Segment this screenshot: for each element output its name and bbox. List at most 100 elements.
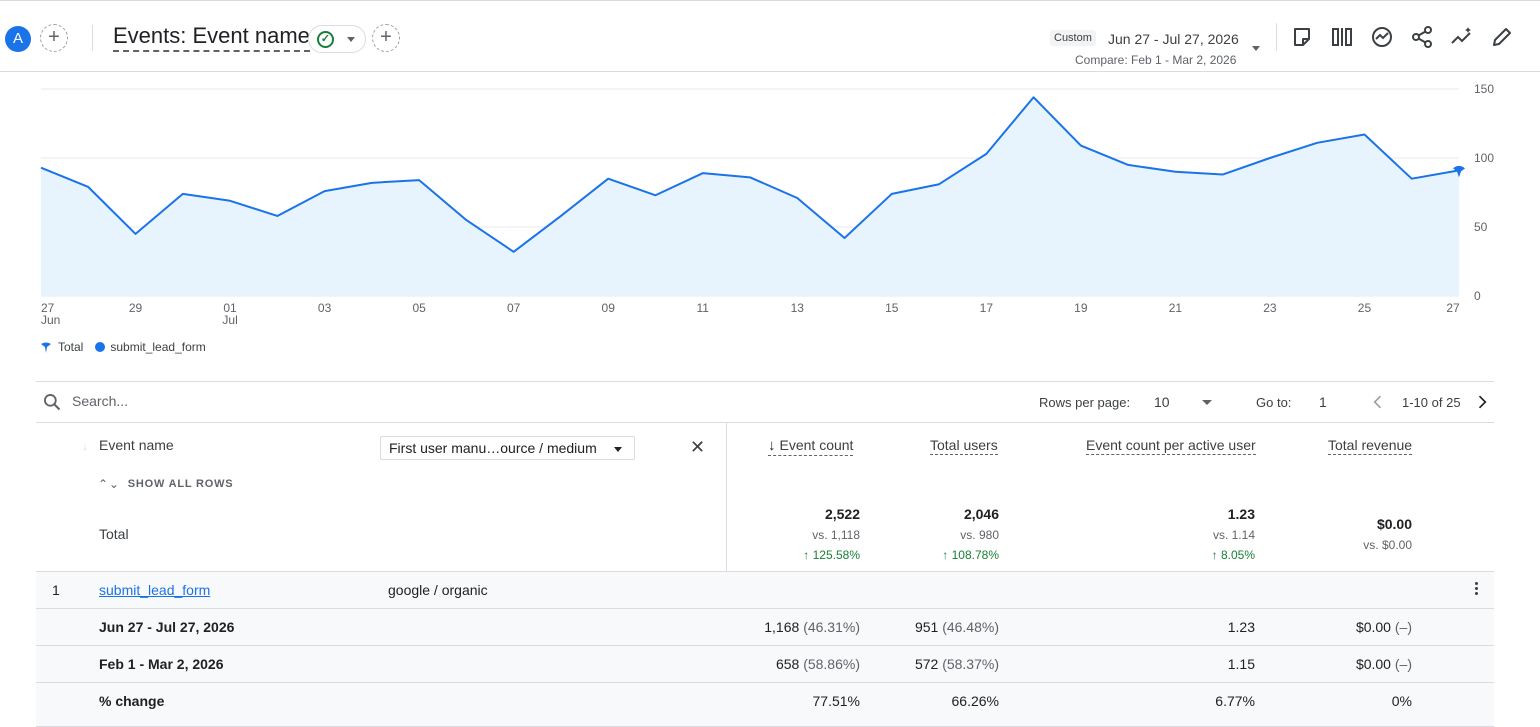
table-row: % change 77.51% 66.26% 6.77% 0% (36, 682, 1494, 727)
data-point (653, 193, 657, 197)
x-tick-sublabel: Jun (41, 313, 60, 327)
goto-label: Go to: (1256, 395, 1292, 410)
legend-series[interactable]: submit_lead_form (110, 340, 206, 354)
x-tick-label: 07 (507, 301, 521, 315)
total-users-change: ↑ 108.78% (942, 548, 999, 562)
row-index: 1 (52, 582, 60, 598)
trend-sparkle-icon[interactable] (1450, 25, 1474, 49)
share-icon[interactable] (1410, 25, 1434, 49)
page-range: 1-10 of 25 (1402, 395, 1461, 410)
chevron-right-icon[interactable] (1472, 392, 1492, 412)
pin-icon (41, 342, 51, 353)
value: $0.00 (1355, 656, 1391, 672)
chevron-left-icon[interactable] (1368, 392, 1388, 412)
table-row[interactable]: 1 submit_lead_form google / organic (36, 571, 1494, 608)
chevron-down-icon (614, 447, 622, 452)
table-row: Feb 1 - Mar 2, 2026 658 (58.86%) 572 (58… (36, 645, 1494, 682)
change-value: 8.05% (1220, 548, 1255, 562)
y-tick-label: 150 (1474, 82, 1494, 96)
search-input[interactable] (72, 393, 472, 409)
users-cell: 951 (46.48%) (915, 619, 999, 635)
header-events-per-user[interactable]: Event count per active user (1086, 437, 1256, 455)
event-link[interactable]: submit_lead_form (99, 582, 211, 598)
x-tick-label: 25 (1358, 301, 1372, 315)
more-vert-icon[interactable] (1472, 581, 1480, 599)
pct: (58.86%) (803, 656, 860, 672)
value: 658 (775, 656, 800, 672)
x-tick-label: 19 (1074, 301, 1088, 315)
edit-pencil-icon[interactable] (1490, 25, 1514, 49)
data-quality-status-button[interactable]: ✓ (308, 25, 366, 53)
close-icon[interactable]: ✕ (690, 437, 706, 457)
secondary-dimension-select[interactable]: First user manu…ource / medium (380, 436, 635, 460)
header-event-count[interactable]: ↓ Event count (768, 437, 854, 456)
goto-page-input[interactable]: 1 (1319, 394, 1327, 410)
pct: (–) (1394, 619, 1412, 635)
up-arrow-icon: ↑ (1211, 548, 1221, 562)
total-users: 2,046 (963, 506, 999, 522)
line-chart: 0 50 100 150 27 Jun 29 01 Jul 03 05 07 09 11 13 15 17 19 2… (0, 72, 1540, 372)
y-tick-label: 100 (1474, 151, 1494, 165)
total-label: Total (99, 526, 129, 542)
search-icon (44, 394, 61, 411)
x-tick-label: 05 (412, 301, 426, 315)
value: 572 (914, 656, 939, 672)
expand-icon: ⌃⌄ (98, 477, 120, 491)
rows-per-page-select[interactable]: 10 (1154, 394, 1170, 410)
header-total-users[interactable]: Total users (930, 437, 998, 455)
total-per-user-vs: vs. 1.14 (1212, 528, 1255, 542)
users-cell: 572 (58.37%) (915, 656, 999, 672)
y-tick-label: 0 (1474, 289, 1481, 303)
check-circle-icon: ✓ (317, 31, 334, 48)
table-toolbar: Rows per page: 10 Go to: 1 1-10 of 25 (36, 381, 1494, 423)
data-point (984, 152, 988, 156)
x-tick-label: 23 (1263, 301, 1277, 315)
show-all-rows-button[interactable]: ⌃⌄ SHOW ALL ROWS (98, 477, 233, 491)
period-label: % change (99, 693, 165, 709)
data-point (181, 192, 185, 196)
compare-columns-icon[interactable] (1330, 25, 1354, 49)
x-tick-label: 27 (1446, 301, 1460, 315)
value: 1,168 (764, 619, 800, 635)
avatar[interactable]: A (5, 26, 31, 52)
secondary-dimension-label: First user manu…ource / medium (389, 440, 597, 456)
data-point (843, 236, 847, 240)
total-per-user: 1.23 (1227, 506, 1255, 522)
show-all-rows-label: SHOW ALL ROWS (127, 478, 234, 490)
change-value: 108.78% (951, 548, 999, 562)
data-table: Rows per page: 10 Go to: 1 1-10 of 25 ↓ … (36, 381, 1494, 727)
data-point (701, 171, 705, 175)
add-comparison-button[interactable]: + (40, 24, 68, 52)
insights-icon[interactable] (1370, 25, 1394, 49)
x-tick-label: 01 (223, 301, 237, 315)
data-point (748, 175, 752, 179)
x-tick-label: 21 (1169, 301, 1183, 315)
data-point (370, 181, 374, 185)
dimension-header[interactable]: Event name (99, 437, 174, 453)
data-point (1126, 163, 1130, 167)
revenue-cell: $0.00 (–) (1356, 656, 1412, 672)
legend-total[interactable]: Total (58, 340, 84, 354)
x-tick-label: 29 (129, 301, 143, 315)
data-point (606, 177, 610, 181)
header-total-revenue[interactable]: Total revenue (1328, 437, 1413, 455)
sort-down-icon: ↓ (768, 437, 776, 454)
data-point (39, 166, 43, 170)
period-label: Jun 27 - Jul 27, 2026 (99, 619, 235, 635)
x-tick-label: 11 (696, 301, 709, 315)
data-point (937, 182, 941, 186)
total-event-count-vs: vs. 1,118 (812, 528, 860, 542)
chevron-down-icon[interactable] (1202, 400, 1212, 405)
value: 951 (914, 619, 939, 635)
add-filter-button[interactable]: + (372, 24, 400, 52)
per-user-cell: 6.77% (1215, 693, 1255, 709)
source-medium: google / organic (388, 582, 488, 598)
annotation-icon[interactable] (1290, 25, 1314, 49)
pct: (–) (1394, 656, 1412, 672)
date-range-picker[interactable]: Jun 27 - Jul 27, 2026 (1108, 31, 1239, 47)
up-arrow-icon: ↑ (803, 548, 813, 562)
page-title[interactable]: Events: Event name (113, 23, 310, 52)
change-value: 125.58% (812, 548, 860, 562)
chevron-down-icon[interactable] (1252, 46, 1260, 51)
